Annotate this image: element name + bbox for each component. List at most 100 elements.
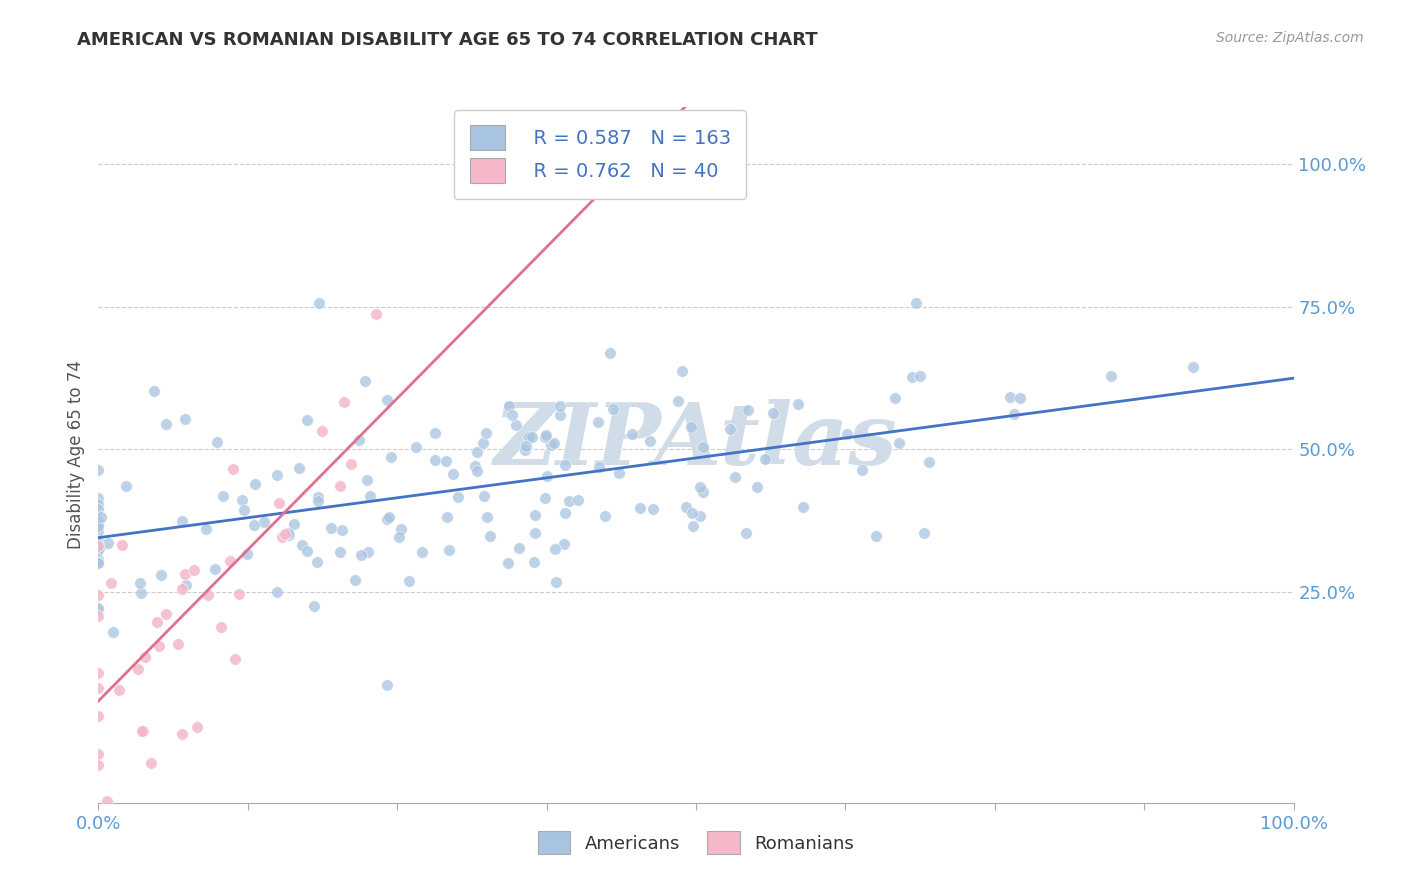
Point bbox=[87, 543, 110, 558]
Point bbox=[100, 576, 122, 591]
Point bbox=[405, 441, 427, 455]
Point bbox=[501, 408, 523, 422]
Point bbox=[87, 747, 110, 762]
Point bbox=[111, 538, 134, 552]
Point bbox=[87, 537, 110, 551]
Point bbox=[588, 415, 610, 429]
Point bbox=[467, 464, 489, 478]
Point bbox=[269, 495, 291, 509]
Point bbox=[1000, 391, 1022, 405]
Point bbox=[321, 521, 343, 535]
Point bbox=[536, 469, 558, 483]
Point bbox=[87, 588, 110, 602]
Point bbox=[291, 538, 314, 552]
Point bbox=[391, 522, 413, 536]
Point bbox=[628, 501, 651, 516]
Point bbox=[277, 525, 299, 540]
Point bbox=[174, 566, 197, 581]
Point bbox=[378, 510, 401, 524]
Point bbox=[128, 575, 150, 590]
Point bbox=[621, 427, 644, 442]
Point bbox=[441, 467, 464, 481]
Point bbox=[692, 485, 714, 500]
Point bbox=[513, 442, 536, 457]
Point bbox=[356, 473, 378, 487]
Point bbox=[224, 651, 246, 665]
Point bbox=[278, 528, 301, 542]
Point bbox=[329, 545, 352, 559]
Point bbox=[533, 491, 555, 505]
Point bbox=[496, 556, 519, 570]
Point bbox=[127, 662, 149, 676]
Point bbox=[692, 440, 714, 454]
Point bbox=[905, 296, 928, 310]
Point bbox=[544, 541, 567, 556]
Point bbox=[295, 413, 318, 427]
Text: ZIPAtlas: ZIPAtlas bbox=[494, 400, 898, 483]
Point bbox=[689, 508, 711, 523]
Point bbox=[87, 524, 110, 538]
Point bbox=[186, 720, 208, 734]
Point bbox=[918, 455, 941, 469]
Point bbox=[101, 625, 124, 640]
Point bbox=[865, 529, 887, 543]
Point bbox=[87, 516, 110, 530]
Point bbox=[207, 434, 229, 449]
Point bbox=[434, 454, 457, 468]
Point bbox=[231, 492, 253, 507]
Point bbox=[266, 468, 288, 483]
Point bbox=[505, 417, 527, 432]
Point bbox=[232, 503, 254, 517]
Point bbox=[837, 426, 859, 441]
Point bbox=[762, 406, 785, 420]
Point bbox=[90, 510, 112, 524]
Point bbox=[139, 756, 162, 770]
Point bbox=[523, 526, 546, 541]
Point bbox=[517, 430, 540, 444]
Point bbox=[87, 517, 110, 532]
Point bbox=[380, 450, 402, 464]
Point bbox=[195, 522, 218, 536]
Point bbox=[174, 577, 197, 591]
Point bbox=[266, 584, 288, 599]
Point bbox=[155, 417, 177, 432]
Point bbox=[643, 501, 665, 516]
Point bbox=[96, 794, 118, 808]
Point bbox=[87, 513, 110, 527]
Point bbox=[87, 608, 110, 623]
Point bbox=[515, 439, 537, 453]
Point bbox=[411, 545, 433, 559]
Point bbox=[682, 518, 704, 533]
Point bbox=[107, 682, 129, 697]
Point bbox=[464, 458, 486, 473]
Point bbox=[115, 479, 138, 493]
Point bbox=[465, 444, 488, 458]
Point bbox=[350, 549, 373, 563]
Point bbox=[908, 369, 931, 384]
Point bbox=[87, 600, 110, 615]
Point bbox=[375, 512, 398, 526]
Point bbox=[222, 462, 245, 476]
Point bbox=[671, 364, 693, 378]
Point bbox=[271, 531, 294, 545]
Point bbox=[436, 510, 458, 524]
Point bbox=[87, 603, 110, 617]
Point bbox=[599, 345, 621, 359]
Point bbox=[242, 518, 264, 533]
Point bbox=[479, 529, 502, 543]
Point bbox=[735, 525, 758, 540]
Point bbox=[87, 708, 110, 723]
Point bbox=[87, 491, 110, 505]
Point bbox=[87, 552, 110, 566]
Point bbox=[640, 434, 662, 448]
Text: AMERICAN VS ROMANIAN DISABILITY AGE 65 TO 74 CORRELATION CHART: AMERICAN VS ROMANIAN DISABILITY AGE 65 T… bbox=[77, 31, 818, 49]
Point bbox=[148, 639, 170, 653]
Point bbox=[166, 637, 188, 651]
Point bbox=[540, 438, 562, 452]
Point bbox=[887, 436, 910, 450]
Point bbox=[212, 489, 235, 503]
Point bbox=[745, 480, 768, 494]
Point bbox=[172, 727, 194, 741]
Point bbox=[554, 458, 576, 473]
Point bbox=[356, 545, 378, 559]
